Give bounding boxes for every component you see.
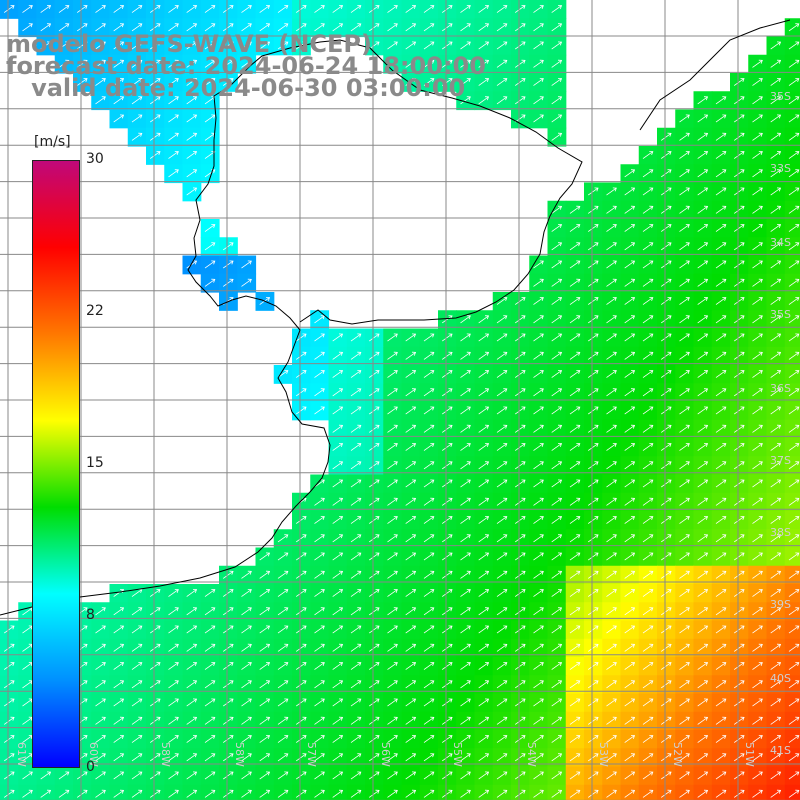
lat-label: 35S — [770, 90, 791, 103]
coastline-northeast — [639, 19, 791, 131]
valid-date: valid date: 2024-06-30 03:00:00 — [6, 74, 466, 102]
lat-label: 40S — [770, 672, 791, 685]
lat-label: 38S — [770, 526, 791, 539]
lon-label: 56W — [379, 742, 392, 767]
lat-label: 34S — [770, 236, 791, 249]
lat-label: 36S — [770, 382, 791, 395]
lon-label: 54W — [525, 742, 538, 767]
model-title: modelo GEFS-WAVE (NCEP) — [6, 30, 372, 58]
lat-label: 33S — [770, 162, 791, 175]
lat-label: 37S — [770, 454, 791, 467]
lon-label: 53W — [597, 742, 610, 767]
lon-label: 61W — [15, 742, 28, 767]
lat-label: 39S — [770, 598, 791, 611]
lon-label: 57W — [305, 742, 318, 767]
lon-label: 60W — [87, 742, 100, 767]
forecast-date: forecast date: 2024-06-24 18:00:00 — [6, 52, 486, 80]
lon-label: 58W — [233, 742, 246, 767]
lon-label: 58W — [159, 742, 172, 767]
lon-label: 52W — [671, 742, 684, 767]
lon-label: 55W — [451, 742, 464, 767]
lat-label: 35S — [770, 308, 791, 321]
lon-label: 51W — [743, 742, 756, 767]
wind-arrows — [3, 5, 800, 798]
coastline — [0, 39, 583, 616]
lat-label: 41S — [770, 744, 791, 757]
